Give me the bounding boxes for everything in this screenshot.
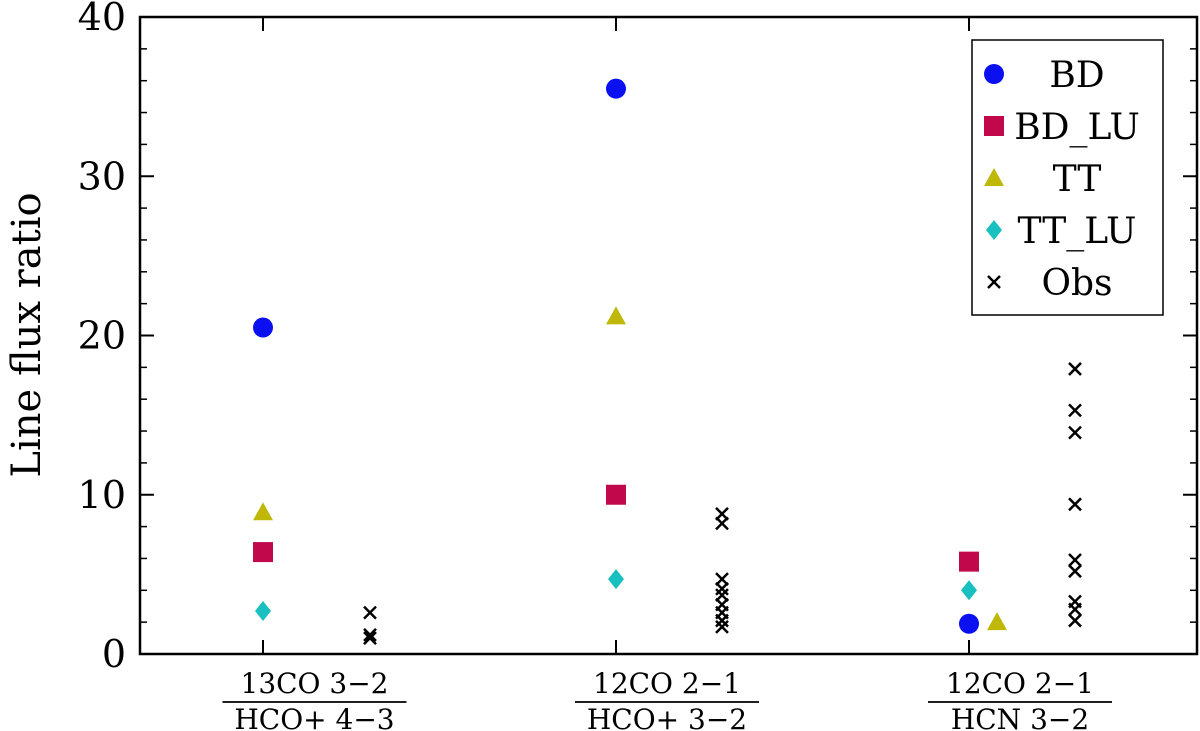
point-obs [1068,613,1082,628]
point-bd-lu [253,542,273,563]
point-obs [1068,497,1082,512]
legend-marker-tt [984,168,1004,186]
plot-frame [138,15,1199,656]
category-denominator: HCO+ 3−2 [587,703,747,731]
point-obs [363,605,377,620]
category-labels: 13CO 3−2 HCO+ 4−3 12CO 2−1 HCO+ 3−2 12CO 2−1… [222,667,1112,731]
legend-frame [971,39,1164,316]
point-bd [959,613,979,634]
x-marker-stroke [987,275,1001,289]
x-marker-stroke [1068,553,1082,567]
legend-label-tt: TT [1053,159,1102,200]
point-tt [987,612,1007,631]
legend-label-bd: BD [1049,55,1104,96]
y-tick-label: 0 [102,632,126,676]
x-marker-stroke [363,631,377,645]
legend: BD BD_LU TT TT_LU Obs [971,39,1164,316]
x-marker-stroke [715,620,729,634]
point-bd [253,317,273,338]
x-marker-stroke [363,605,377,620]
y-tick-label: 30 [78,154,126,198]
category-denominator: HCN 3−2 [951,703,1089,731]
legend-label-tt-lu: TT_LU [1018,211,1137,252]
point-bd [606,78,626,99]
point-tt [606,306,626,325]
point-tt [253,502,273,521]
point-obs [715,613,729,628]
point-obs [363,628,377,642]
data-points [253,78,1082,645]
y-tick-label: 40 [78,0,126,39]
point-obs [363,631,377,645]
x-marker-stroke [363,628,377,642]
x-marker-stroke [1068,403,1082,418]
category-numerator: 13CO 3−2 [241,667,389,700]
point-obs [1068,602,1082,617]
x-marker-stroke [1068,425,1082,440]
point-obs [1068,425,1082,440]
point-obs [715,516,729,531]
legend-marker-bd-lu [984,116,1004,136]
point-tt-lu [961,580,977,601]
point-obs [1068,553,1082,567]
point-obs [1068,564,1082,579]
legend-label-bd-lu: BD_LU [1014,107,1140,148]
y-tick-labels: 0 10 20 30 40 [78,0,126,676]
category-denominator: HCO+ 4−3 [234,703,394,731]
y-tick-label: 20 [78,314,126,358]
point-obs [715,581,729,596]
x-marker-stroke [1068,362,1082,376]
y-tick-label: 10 [78,473,126,517]
category-numerator: 12CO 2−1 [946,667,1094,700]
x-marker-stroke [715,516,729,531]
point-obs [715,620,729,634]
x-marker-stroke [1068,602,1082,617]
point-tt-lu [255,601,271,622]
legend-marker-obs [987,275,1001,289]
point-obs [1068,362,1082,376]
x-marker-stroke [1068,613,1082,628]
legend-marker-tt-lu [986,220,1002,240]
category-numerator: 12CO 2−1 [593,667,741,700]
x-marker-stroke [1068,497,1082,512]
point-tt-lu [608,569,624,590]
legend-marker-bd [984,64,1004,84]
x-marker-stroke [1068,564,1082,579]
point-bd-lu [959,551,979,572]
point-obs [1068,403,1082,418]
legend-label-obs: Obs [1041,263,1112,304]
point-bd-lu [606,484,626,505]
y-axis-label: Line flux ratio [4,192,50,477]
